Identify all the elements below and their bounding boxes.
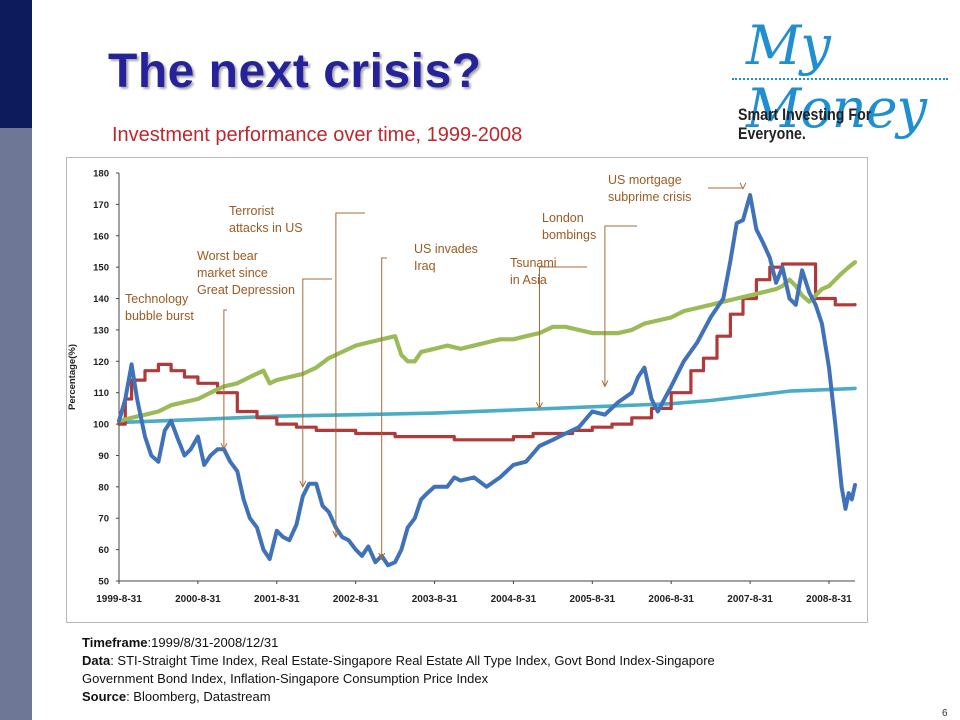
annotation-leader [539, 266, 587, 409]
chart-axes: 50 60 70 80 90 100 110 120 130 140 150 160 170 180 199… [67, 169, 855, 605]
annotation-label: Iraq [414, 259, 436, 273]
series-line-govt-bond [116, 260, 858, 423]
y-tick-label: 150 [93, 263, 109, 274]
chart-annotations: Technology bubble burst Worst bear market s… [125, 173, 747, 561]
timeframe-note: Timeframe:1999/8/31-2008/12/31 [82, 634, 715, 652]
data-label: Data [82, 653, 111, 668]
annotation-arrowhead [739, 182, 747, 190]
y-tick-label: 140 [93, 294, 109, 305]
annotation-label: Worst bear [197, 249, 258, 263]
annotation-label: in Asia [510, 273, 547, 287]
slide-subtitle: Investment performance over time, 1999-2… [112, 124, 523, 146]
x-tick-label: 2002-8-31 [333, 594, 379, 605]
logo-underline [732, 78, 948, 80]
annotation-leader [708, 187, 744, 189]
source-note: Source: Bloomberg, Datastream [82, 688, 715, 706]
y-tick-label: 160 [93, 231, 109, 242]
annotation-leader [302, 278, 332, 487]
y-tick-label: 110 [94, 388, 109, 399]
x-tick-label: 1999-8-31 [96, 594, 142, 605]
left-side-bar [0, 128, 32, 720]
annotation-arrowhead [536, 402, 543, 410]
data-line-1: : STI-Straight Time Index, Real Estate-S… [110, 653, 715, 668]
annotation-arrowhead [332, 530, 340, 539]
y-tick-label: 130 [93, 325, 109, 336]
page-number: 6 [942, 708, 948, 719]
annotation-leader [335, 212, 365, 538]
my-money-logo: My Money [746, 14, 927, 140]
x-tick-label: 2008-8-31 [806, 594, 852, 605]
chart-notes: Timeframe:1999/8/31-2008/12/31 Data: STI… [82, 634, 715, 706]
annotation-arrowhead [601, 380, 609, 388]
y-tick-label: 90 [98, 451, 109, 462]
x-tick-label: 2007-8-31 [727, 594, 773, 605]
annotation-label: Technology [125, 292, 189, 306]
y-tick-label: 70 [98, 514, 109, 525]
annotation-label: subprime crisis [608, 190, 691, 204]
y-tick-label: 100 [93, 420, 109, 431]
chart-frame: 50 60 70 80 90 100 110 120 130 140 150 160 170 180 199… [66, 157, 868, 623]
annotation-label: attacks in US [229, 221, 303, 235]
annotation-label: Terrorist [229, 204, 275, 218]
y-tick-label: 120 [93, 357, 109, 368]
y-tick-label: 50 [98, 577, 109, 588]
y-tick-label: 80 [98, 482, 109, 493]
x-tick-label: 2003-8-31 [412, 594, 458, 605]
annotation-label: London [542, 211, 584, 225]
annotation-label: US mortgage [608, 173, 682, 187]
x-tick-label: 2006-8-31 [648, 594, 694, 605]
annotation-leader [381, 257, 387, 559]
x-tick-label: 2000-8-31 [175, 594, 221, 605]
annotation-label: Great Depression [197, 283, 295, 297]
logo-tagline: Smart Investing For Everyone. [738, 106, 872, 143]
source-value: : Bloomberg, Datastream [126, 689, 271, 704]
x-tick-label: 2005-8-31 [570, 594, 616, 605]
annotation-arrowhead [378, 552, 386, 561]
annotation-label: US invades [414, 242, 478, 256]
y-tick-label: 180 [93, 169, 109, 180]
y-tick-label: 60 [98, 545, 109, 556]
y-axis-title: Percentage(%) [67, 344, 78, 410]
annotation-leader [223, 309, 227, 450]
performance-chart: 50 60 70 80 90 100 110 120 130 140 150 160 170 180 199… [67, 169, 858, 605]
annotation-label: bubble burst [125, 309, 194, 323]
timeframe-label: Timeframe [82, 635, 148, 650]
data-line-2: Government Bond Index, Inflation-Singapo… [82, 671, 489, 686]
annotation-label: Tsunami [510, 256, 557, 270]
left-accent-bar [0, 0, 32, 128]
annotation-label: market since [197, 266, 268, 280]
y-tick-label: 170 [93, 200, 109, 211]
annotation-arrowhead [220, 442, 228, 451]
source-label: Source [82, 689, 127, 704]
data-note: Data: STI-Straight Time Index, Real Esta… [82, 652, 715, 670]
x-tick-label: 2001-8-31 [254, 594, 300, 605]
annotation-leader [604, 225, 637, 387]
slide-title: The next crisis? [108, 45, 482, 98]
annotation-label: bombings [542, 228, 596, 242]
x-tick-label: 2004-8-31 [491, 594, 537, 605]
annotation-arrowhead [299, 480, 307, 488]
timeframe-value: :1999/8/31-2008/12/31 [147, 635, 279, 650]
